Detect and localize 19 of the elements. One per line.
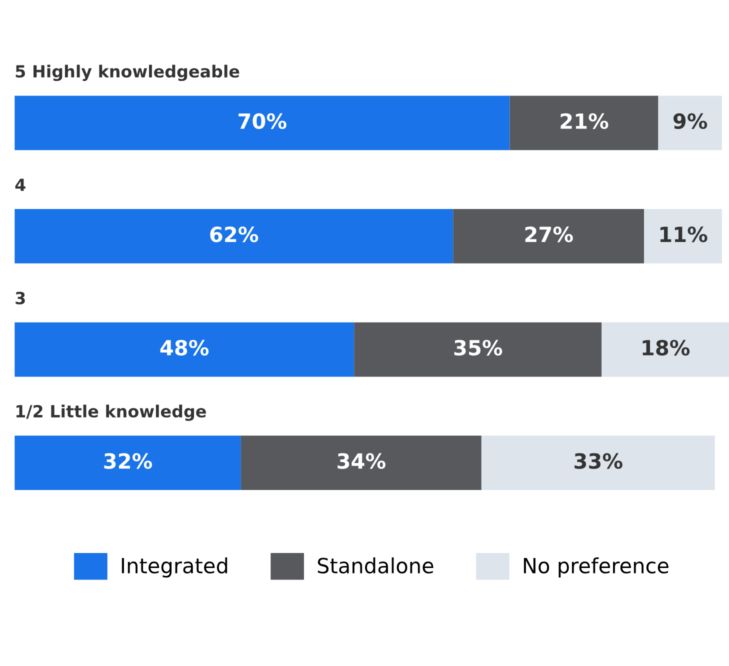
data-label: 34% <box>338 453 386 469</box>
data-label: 32% <box>104 453 152 469</box>
y-tick-label: 5 Highly knowledgeable <box>16 64 240 82</box>
data-label: 62% <box>210 226 258 242</box>
y-tick-label: 3 <box>16 292 25 304</box>
data-label: 18% <box>642 340 690 356</box>
legend-label: Integrated <box>122 557 228 578</box>
legend-label: Standalone <box>318 557 434 574</box>
data-label: 11% <box>660 226 708 242</box>
y-tick-label: 4 <box>15 178 26 191</box>
data-label: 27% <box>525 226 573 242</box>
data-label: 48% <box>160 340 209 356</box>
data-label: 21% <box>560 113 608 129</box>
data-label: 70% <box>238 113 286 129</box>
data-label: 35% <box>454 340 502 356</box>
y-tick-label: 1/2 Little knowledge <box>16 404 206 421</box>
legend-label: No preference <box>524 557 668 578</box>
data-label: 33% <box>574 453 622 469</box>
data-label: 9% <box>673 113 708 129</box>
